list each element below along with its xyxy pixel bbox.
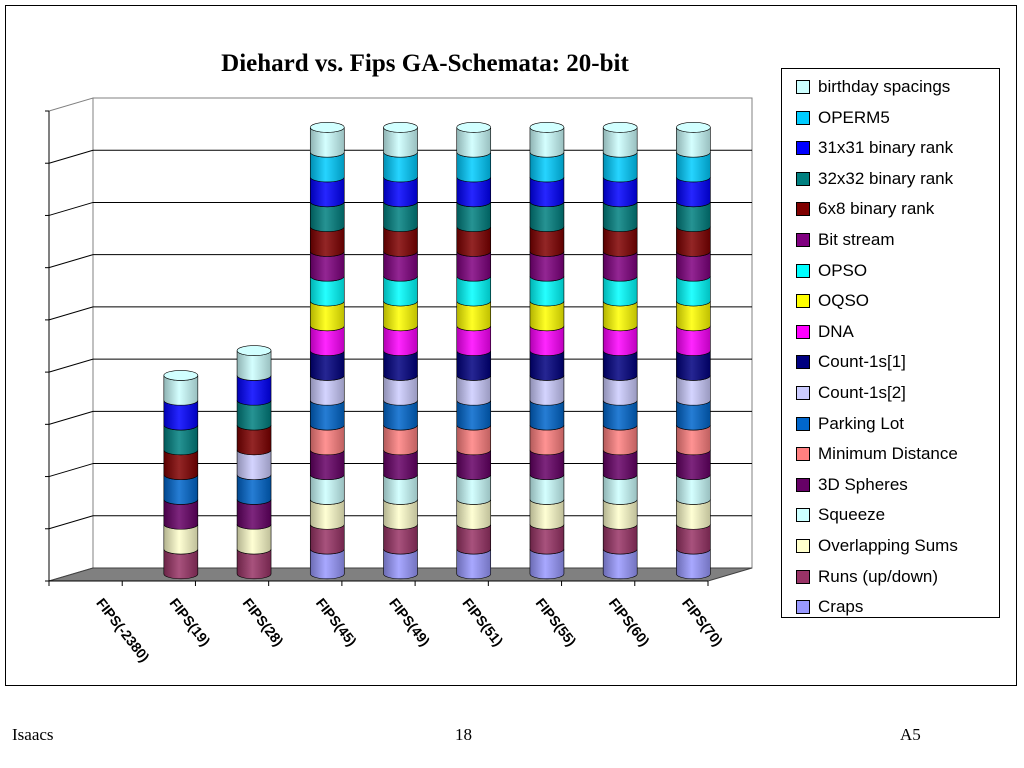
x-tick-label: FIPS(60) (606, 595, 653, 649)
legend-label: OQSO (818, 291, 870, 311)
legend-label: Bit stream (818, 230, 895, 249)
legend-label: Count-1s[2] (818, 383, 906, 402)
legend-item: Bit stream (796, 230, 895, 250)
legend-swatch (796, 171, 810, 186)
legend-item: 32x32 binary rank (796, 169, 953, 189)
legend-swatch (796, 416, 810, 431)
legend-label: Craps (818, 597, 864, 617)
legend-swatch (796, 447, 810, 462)
bar-stack (602, 122, 638, 580)
x-tick-label: FIPS(19) (166, 595, 213, 649)
legend-swatch (796, 477, 810, 492)
bar-stack (309, 122, 345, 580)
legend-swatch (796, 539, 810, 553)
gridline-side (48, 254, 94, 269)
legend-swatch (796, 141, 810, 156)
legend-label: Parking Lot (818, 413, 904, 433)
legend-label: Count-1s[1] (818, 352, 906, 372)
legend-item: Count-1s[2] (796, 383, 906, 403)
legend-label: Squeeze (818, 505, 886, 525)
legend-item: Runs (up/down) (796, 567, 938, 587)
x-tick-label: FIPS(49) (386, 595, 433, 649)
legend-item: Craps (796, 597, 863, 617)
legend-item: OQSO (796, 291, 869, 311)
legend-swatch (796, 233, 810, 247)
x-tick-label: FIPS(28) (240, 595, 287, 649)
gridline-side (48, 410, 94, 425)
legend-item: Parking Lot (796, 414, 904, 434)
legend-item: Squeeze (796, 505, 885, 525)
legend-swatch (796, 569, 810, 584)
bar-cap (676, 122, 711, 133)
x-tick-label: FIPS(70) (679, 595, 726, 649)
bar-stack (456, 122, 492, 580)
legend-label: Runs (up/down) (818, 566, 939, 586)
legend-item: birthday spacings (796, 77, 950, 97)
x-tick-label: FIPS(51) (459, 595, 506, 649)
gridline-side (48, 149, 94, 164)
legend-item: OPSO (796, 261, 867, 281)
legend-swatch (796, 110, 810, 125)
bar-cap (456, 122, 492, 133)
bar-cap (529, 122, 565, 133)
legend-label: 3D Spheres (818, 474, 908, 494)
back-wall (92, 97, 753, 569)
gridline-side (48, 515, 94, 530)
legend-item: OPERM5 (796, 108, 890, 128)
bar-stack (236, 345, 272, 580)
footer-slide-id: A5 (900, 725, 921, 744)
legend-swatch (796, 263, 810, 278)
legend-item: 3D Spheres (796, 475, 908, 495)
legend-item: Minimum Distance (796, 444, 958, 464)
bar-cap (236, 345, 272, 356)
legend-label: Minimum Distance (818, 444, 958, 464)
chart-legend: birthday spacings OPERM5 31x31 binary rank… (781, 68, 1000, 618)
bar-stack (383, 122, 418, 580)
chart-frame (5, 5, 1017, 686)
legend-label: OPSO (818, 260, 868, 280)
legend-label: 31x31 binary rank (818, 138, 954, 158)
bar-cap (602, 122, 638, 133)
gridline-side (48, 463, 94, 478)
legend-swatch (796, 294, 810, 309)
chart-plot: FIPS(-2380) FIPS(19) FIPS(28) FIPS(45) FIPS(… (45, 97, 753, 665)
bar-stack (529, 122, 565, 580)
x-tick-label: FIPS(-2380) (93, 595, 153, 665)
legend-swatch (796, 80, 810, 94)
side-wall (48, 97, 94, 582)
x-tick-label: FIPS(55) (533, 595, 580, 649)
bar-cap (163, 370, 199, 381)
x-tick-label: FIPS(45) (313, 595, 360, 649)
gridline-side (48, 358, 94, 373)
legend-label: 32x32 binary rank (818, 168, 954, 188)
gridline-side (48, 306, 94, 321)
legend-swatch (796, 324, 810, 339)
bar-cap (309, 122, 345, 133)
footer-page-number: 18 (455, 725, 472, 744)
gridline-side (48, 201, 94, 216)
legend-swatch (796, 386, 810, 400)
legend-label: DNA (818, 321, 854, 341)
legend-swatch (796, 600, 810, 615)
legend-label: birthday spacings (818, 77, 951, 96)
legend-swatch (796, 508, 810, 523)
bar-cap (383, 122, 418, 133)
bar-stack (676, 122, 711, 580)
legend-label: OPERM5 (818, 107, 890, 127)
legend-item: Overlapping Sums (796, 536, 958, 556)
legend-label: 6x8 binary rank (818, 199, 935, 219)
bar-stack (163, 370, 199, 580)
legend-item: 31x31 binary rank (796, 138, 953, 158)
legend-label: Overlapping Sums (818, 536, 958, 555)
legend-item: DNA (796, 322, 854, 342)
legend-item: 6x8 binary rank (796, 199, 934, 219)
legend-swatch (796, 202, 810, 217)
footer-author: Isaacs (12, 725, 54, 744)
chart-title: Diehard vs. Fips GA-Schemata: 20-bit (221, 50, 629, 77)
legend-item: Count-1s[1] (796, 352, 906, 372)
legend-swatch (796, 355, 810, 370)
